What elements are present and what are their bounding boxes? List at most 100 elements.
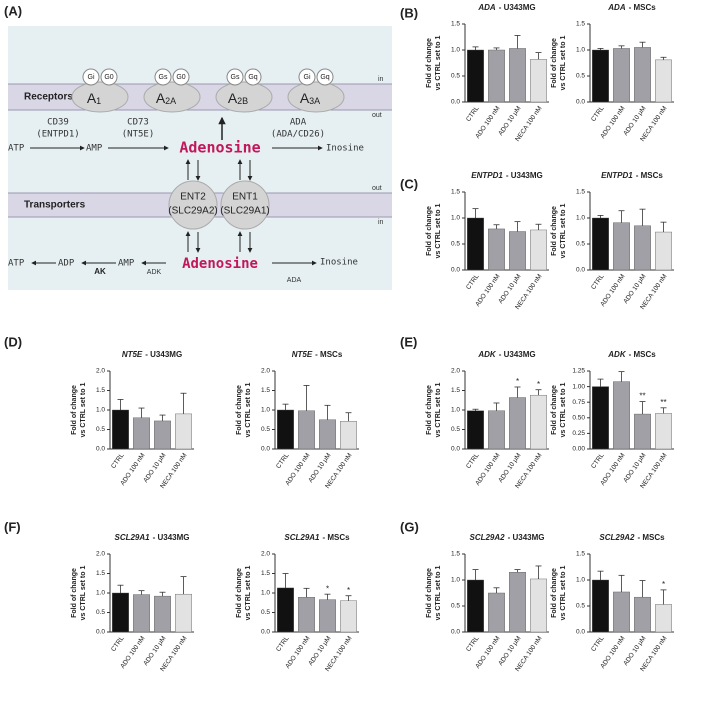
receptor xyxy=(143,81,201,113)
bar xyxy=(154,595,171,633)
y-tick-label: 1.5 xyxy=(261,570,270,577)
y-tick-label: 0.00 xyxy=(572,446,585,453)
transporter-name: ENT2 xyxy=(180,192,206,203)
y-tick-label: 1.0 xyxy=(261,590,270,597)
y-axis-label: vs CTRL set to 1 xyxy=(435,383,442,438)
y-tick-label: 0.5 xyxy=(576,241,585,248)
chart-title: ADA - MSCs xyxy=(607,3,656,12)
enzyme: ADA xyxy=(290,118,307,128)
enzyme: ADA xyxy=(287,277,302,284)
transporter-name: ENT1 xyxy=(232,192,258,203)
y-tick-label: 1.0 xyxy=(576,577,585,584)
receptor-name: A xyxy=(87,90,97,106)
bar xyxy=(613,222,630,271)
x-tick-label: CTRL xyxy=(590,105,606,123)
receptors-label: Receptors xyxy=(24,92,73,103)
receptor-label: A1 xyxy=(87,90,101,107)
receptor-subtype: 3A xyxy=(309,96,320,106)
bar xyxy=(634,47,651,103)
y-axis-label: Fold of change xyxy=(551,38,558,88)
gene-name: ENTPD1 xyxy=(471,171,503,180)
bar xyxy=(592,49,609,103)
receptor-name: A xyxy=(300,90,310,106)
g-protein-label: Gs xyxy=(159,74,168,81)
significance: ** xyxy=(660,398,666,407)
cell-line: - MSCs xyxy=(315,350,343,359)
gene-name: NT5E xyxy=(122,350,143,359)
x-tick-label: CTRL xyxy=(590,452,606,470)
bar xyxy=(175,413,192,450)
chart-title: NT5E - U343MG xyxy=(122,350,182,359)
x-tick-label: CTRL xyxy=(465,635,481,653)
y-tick-label: 0.5 xyxy=(451,73,460,80)
bar xyxy=(298,410,315,450)
chart-title: SCL29A1- MSCs xyxy=(284,533,350,542)
y-tick-label: 1.5 xyxy=(451,21,460,28)
y-axis-label: vs CTRL set to 1 xyxy=(560,383,567,438)
significance: * xyxy=(662,580,665,589)
gene-name: SCL29A1 xyxy=(284,533,320,542)
panel-label: (C) xyxy=(400,176,418,191)
g-protein-label: Gq xyxy=(248,74,257,81)
metabolite: Inosine xyxy=(320,258,358,268)
panel-label: (D) xyxy=(4,334,22,349)
metabolite: ADP xyxy=(58,259,75,269)
gene-name: NT5E xyxy=(292,350,313,359)
y-tick-label: 0.5 xyxy=(576,73,585,80)
y-axis-label: Fold of change xyxy=(71,568,78,618)
bar xyxy=(613,381,630,450)
y-axis-label: Fold of change xyxy=(426,568,433,618)
y-tick-label: 2.0 xyxy=(451,368,460,375)
y-tick-label: 0.0 xyxy=(261,629,270,636)
g-protein xyxy=(226,68,244,86)
transporter-gene: (SLC29A2) xyxy=(168,206,217,217)
y-axis-label: Fold of change xyxy=(426,385,433,435)
chart-title: SCL29A2- MSCs xyxy=(599,533,665,542)
y-axis-label: Fold of change xyxy=(551,206,558,256)
chart-title: ENTPD1- MSCs xyxy=(601,171,663,180)
y-axis-label: Fold of change xyxy=(426,38,433,88)
y-tick-label: 1.0 xyxy=(261,407,270,414)
cell-line: - MSCs xyxy=(323,533,351,542)
bar xyxy=(488,228,505,271)
metabolite: Inosine xyxy=(326,144,364,154)
gene-name: ADK xyxy=(477,350,497,359)
y-axis-label: vs CTRL set to 1 xyxy=(560,566,567,621)
y-tick-label: 0.5 xyxy=(451,603,460,610)
gene-name: SCL29A1 xyxy=(114,533,150,542)
y-tick-label: 1.5 xyxy=(576,189,585,196)
bar xyxy=(467,217,484,271)
y-tick-label: 2.0 xyxy=(96,368,105,375)
chart-title: ADK - U343MG xyxy=(477,350,535,359)
bar xyxy=(592,217,609,271)
bar xyxy=(530,229,547,271)
bar xyxy=(613,591,630,633)
y-axis-label: Fold of change xyxy=(551,385,558,435)
y-tick-label: 0.25 xyxy=(572,430,585,437)
metabolite: AMP xyxy=(118,259,135,269)
bar xyxy=(488,410,505,450)
y-axis-label: vs CTRL set to 1 xyxy=(435,36,442,91)
gene-name: SCL29A2 xyxy=(469,533,505,542)
significance: * xyxy=(326,584,329,593)
bar xyxy=(530,59,547,103)
transporters-label: Transporters xyxy=(24,200,86,211)
panel-label: (B) xyxy=(400,5,418,20)
x-tick-label: CTRL xyxy=(275,452,291,470)
y-tick-label: 1.5 xyxy=(451,387,460,394)
y-tick-label: 0.5 xyxy=(261,426,270,433)
cell-line: - MSCs xyxy=(638,533,666,542)
g-protein xyxy=(82,68,100,86)
chart-title: NT5E - MSCs xyxy=(292,350,343,359)
receptor-name: A xyxy=(156,90,166,106)
y-axis-label: vs CTRL set to 1 xyxy=(245,383,252,438)
significance: * xyxy=(516,377,519,386)
g-protein-label: Gi xyxy=(88,74,95,81)
gene-name: ADK xyxy=(607,350,627,359)
transporter xyxy=(220,180,270,230)
cell-line: - U343MG xyxy=(506,171,543,180)
y-tick-label: 1.0 xyxy=(576,47,585,54)
bar xyxy=(634,225,651,271)
transporter xyxy=(168,180,218,230)
